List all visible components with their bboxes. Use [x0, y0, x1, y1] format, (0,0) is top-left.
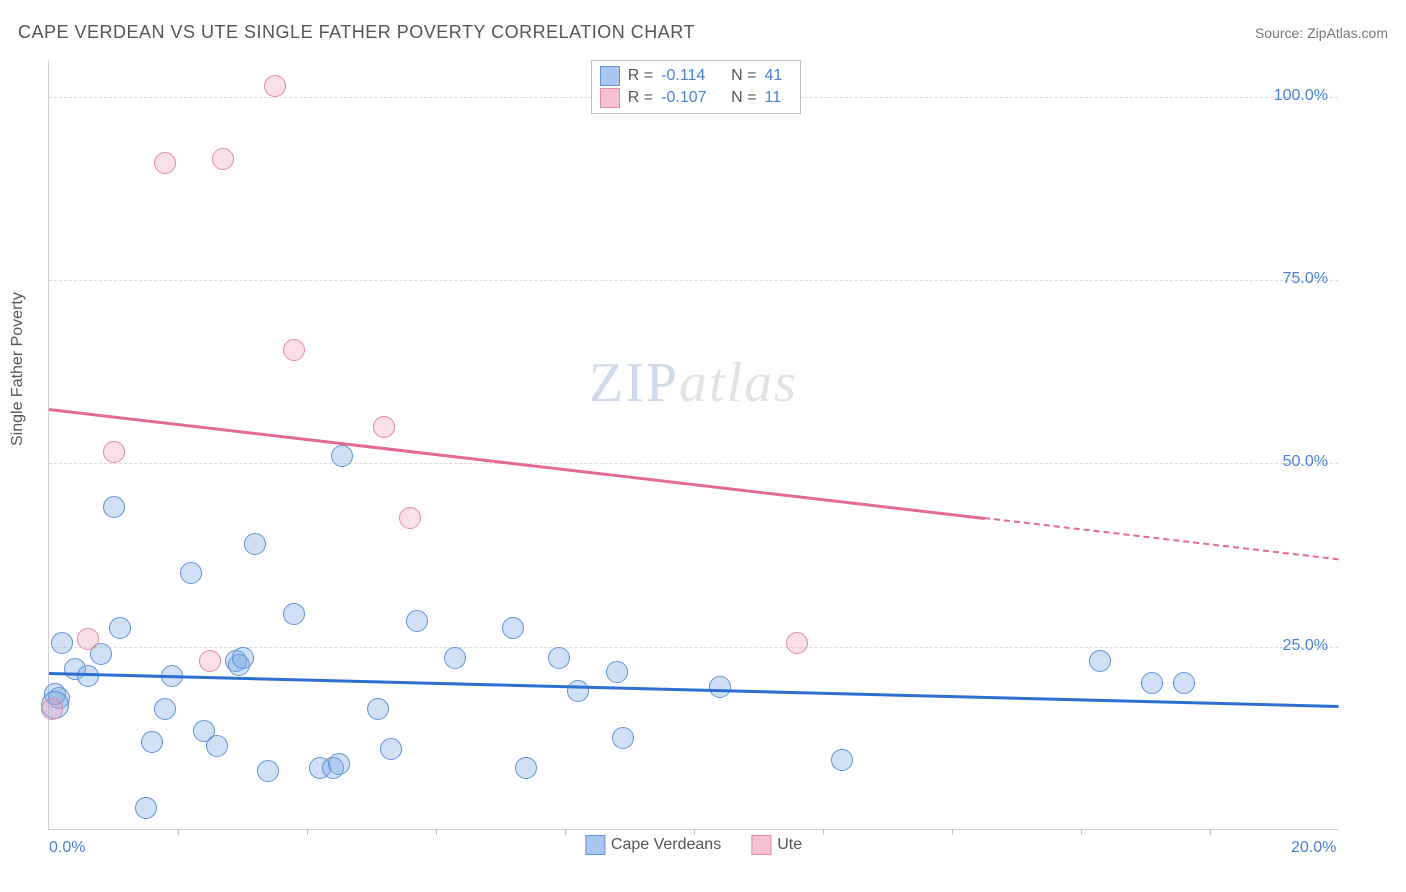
data-point: [612, 727, 634, 749]
data-point: [77, 628, 99, 650]
data-point: [103, 441, 125, 463]
data-point: [103, 496, 125, 518]
data-point: [1089, 650, 1111, 672]
data-point: [406, 610, 428, 632]
legend-r-label: R =: [628, 65, 653, 87]
x-tick-mark: [952, 829, 953, 835]
data-point: [257, 760, 279, 782]
regression-line: [984, 517, 1339, 560]
data-point: [232, 647, 254, 669]
legend-swatch: [600, 66, 620, 86]
data-point: [141, 731, 163, 753]
legend-r-value: -0.114: [661, 65, 717, 87]
data-point: [831, 749, 853, 771]
stats-legend-row: R = -0.107 N = 11: [600, 87, 793, 109]
data-point: [199, 650, 221, 672]
data-point: [399, 507, 421, 529]
data-point: [709, 676, 731, 698]
series-name: Ute: [777, 836, 802, 853]
data-point: [135, 797, 157, 819]
data-point: [367, 698, 389, 720]
series-legend-item: Ute: [751, 835, 802, 855]
legend-n-value: 11: [764, 87, 792, 109]
data-point: [283, 603, 305, 625]
legend-n-value: 41: [764, 65, 792, 87]
legend-swatch: [585, 835, 605, 855]
y-tick-label: 50.0%: [1283, 453, 1328, 471]
x-tick-mark: [565, 829, 566, 835]
stats-legend-row: R = -0.114 N = 41: [600, 65, 793, 87]
gridline: [49, 280, 1338, 281]
series-legend: Cape Verdeans Ute: [585, 835, 802, 855]
data-point: [77, 665, 99, 687]
gridline: [49, 463, 1338, 464]
x-tick-mark: [823, 829, 824, 835]
x-tick-label: 0.0%: [49, 839, 85, 857]
source-text: Source: ZipAtlas.com: [1255, 25, 1388, 41]
data-point: [264, 75, 286, 97]
legend-swatch: [600, 88, 620, 108]
data-point: [1173, 672, 1195, 694]
x-tick-mark: [307, 829, 308, 835]
legend-r-value: -0.107: [661, 87, 717, 109]
data-point: [283, 339, 305, 361]
data-point: [328, 753, 350, 775]
data-point: [51, 632, 73, 654]
x-tick-mark: [1210, 829, 1211, 835]
data-point: [567, 680, 589, 702]
series-name: Cape Verdeans: [611, 836, 721, 853]
data-point: [41, 698, 63, 720]
series-legend-item: Cape Verdeans: [585, 835, 721, 855]
data-point: [154, 152, 176, 174]
data-point: [180, 562, 202, 584]
watermark-zip: ZIP: [589, 352, 679, 414]
data-point: [502, 617, 524, 639]
data-point: [548, 647, 570, 669]
data-point: [444, 647, 466, 669]
x-tick-label: 20.0%: [1291, 839, 1336, 857]
legend-swatch: [751, 835, 771, 855]
y-tick-label: 25.0%: [1283, 637, 1328, 655]
x-tick-mark: [1081, 829, 1082, 835]
data-point: [515, 757, 537, 779]
y-tick-label: 100.0%: [1274, 87, 1328, 105]
data-point: [786, 632, 808, 654]
stats-legend: R = -0.114 N = 41 R = -0.107 N = 11: [591, 60, 802, 114]
data-point: [1141, 672, 1163, 694]
data-point: [206, 735, 228, 757]
legend-r-label: R =: [628, 87, 653, 109]
legend-n-label: N =: [731, 65, 756, 87]
data-point: [212, 148, 234, 170]
legend-n-label: N =: [731, 87, 756, 109]
data-point: [154, 698, 176, 720]
data-point: [244, 533, 266, 555]
data-point: [373, 416, 395, 438]
data-point: [109, 617, 131, 639]
x-tick-mark: [436, 829, 437, 835]
y-axis-label: Single Father Poverty: [9, 292, 27, 446]
y-tick-label: 75.0%: [1283, 270, 1328, 288]
x-tick-mark: [178, 829, 179, 835]
chart-title: CAPE VERDEAN VS UTE SINGLE FATHER POVERT…: [18, 22, 695, 43]
data-point: [380, 738, 402, 760]
plot-area: ZIPatlas 25.0%50.0%75.0%100.0%0.0%20.0%R…: [48, 60, 1338, 830]
data-point: [331, 445, 353, 467]
watermark: ZIPatlas: [589, 351, 798, 415]
data-point: [606, 661, 628, 683]
watermark-atlas: atlas: [679, 352, 798, 414]
